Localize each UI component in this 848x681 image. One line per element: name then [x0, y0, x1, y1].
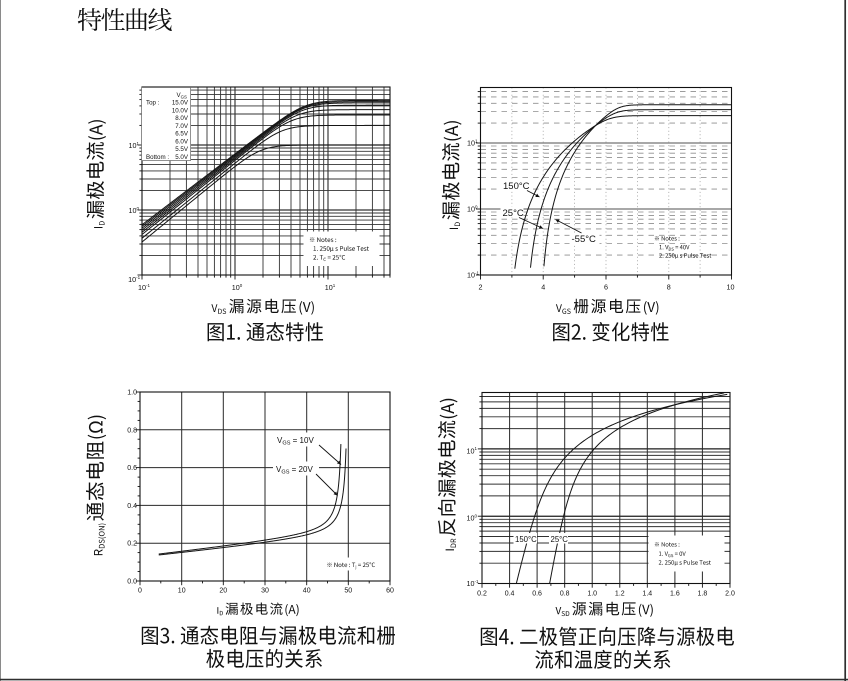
svg-text:0.8: 0.8	[127, 427, 137, 434]
svg-text:8.0V: 8.0V	[175, 115, 189, 122]
svg-text:VGS: VGS	[177, 92, 188, 100]
svg-text:10: 10	[178, 588, 186, 595]
svg-text:101: 101	[467, 138, 478, 147]
svg-text:4: 4	[541, 283, 545, 292]
svg-text:1.2: 1.2	[615, 591, 625, 598]
svg-text:7.0V: 7.0V	[175, 123, 189, 130]
svg-text:150°C: 150°C	[515, 535, 537, 544]
svg-text:1.0: 1.0	[127, 390, 137, 397]
svg-text:1.8: 1.8	[698, 591, 708, 598]
svg-text:5.5V: 5.5V	[175, 146, 189, 153]
svg-text:Bottom :: Bottom :	[146, 154, 169, 161]
svg-text:0.0: 0.0	[127, 579, 137, 586]
svg-text:101: 101	[466, 446, 477, 455]
svg-text:25°C: 25°C	[551, 535, 569, 544]
svg-text:2: 2	[479, 283, 483, 292]
svg-text:20: 20	[219, 588, 227, 595]
svg-text:1.6: 1.6	[670, 591, 680, 598]
svg-text:0.2: 0.2	[477, 591, 487, 598]
svg-text:10-1: 10-1	[138, 283, 150, 292]
svg-text:0.4: 0.4	[127, 503, 137, 510]
svg-text:Top :: Top :	[146, 100, 160, 107]
svg-text:6: 6	[604, 283, 608, 292]
svg-text:150°C: 150°C	[503, 181, 530, 192]
svg-text:0.8: 0.8	[560, 591, 570, 598]
svg-text:30: 30	[261, 588, 269, 595]
svg-text:VGS = 10V: VGS = 10V	[277, 436, 314, 447]
svg-text:101: 101	[128, 141, 139, 150]
svg-text:5.0V: 5.0V	[175, 154, 189, 161]
svg-text:100: 100	[232, 283, 243, 292]
svg-text:10-1: 10-1	[467, 270, 479, 279]
svg-text:15.0V: 15.0V	[172, 100, 189, 107]
svg-text:100: 100	[466, 514, 477, 523]
svg-text:50: 50	[344, 588, 352, 595]
svg-text:0.6: 0.6	[127, 465, 137, 472]
svg-text:100: 100	[128, 206, 139, 215]
svg-text:0.2: 0.2	[127, 541, 137, 548]
svg-text:25°C: 25°C	[503, 208, 524, 219]
svg-text:10-1: 10-1	[128, 275, 140, 284]
svg-text:VGS = 20V: VGS = 20V	[276, 465, 313, 476]
svg-text:6.0V: 6.0V	[175, 138, 189, 145]
svg-text:10.0V: 10.0V	[172, 107, 189, 114]
svg-text:10: 10	[727, 283, 735, 292]
svg-text:0: 0	[138, 588, 142, 595]
svg-text:-55°C: -55°C	[572, 234, 597, 245]
svg-text:2.0: 2.0	[725, 591, 735, 598]
svg-text:10-1: 10-1	[466, 579, 478, 588]
svg-text:1.0: 1.0	[587, 591, 597, 598]
svg-text:40: 40	[303, 588, 311, 595]
svg-text:6.5V: 6.5V	[175, 131, 189, 138]
svg-text:1.4: 1.4	[642, 591, 652, 598]
svg-text:8: 8	[667, 283, 671, 292]
svg-text:60: 60	[386, 588, 394, 595]
svg-text:0.4: 0.4	[505, 591, 515, 598]
svg-text:0.6: 0.6	[532, 591, 542, 598]
svg-text:101: 101	[325, 283, 336, 292]
svg-text:100: 100	[467, 204, 478, 213]
